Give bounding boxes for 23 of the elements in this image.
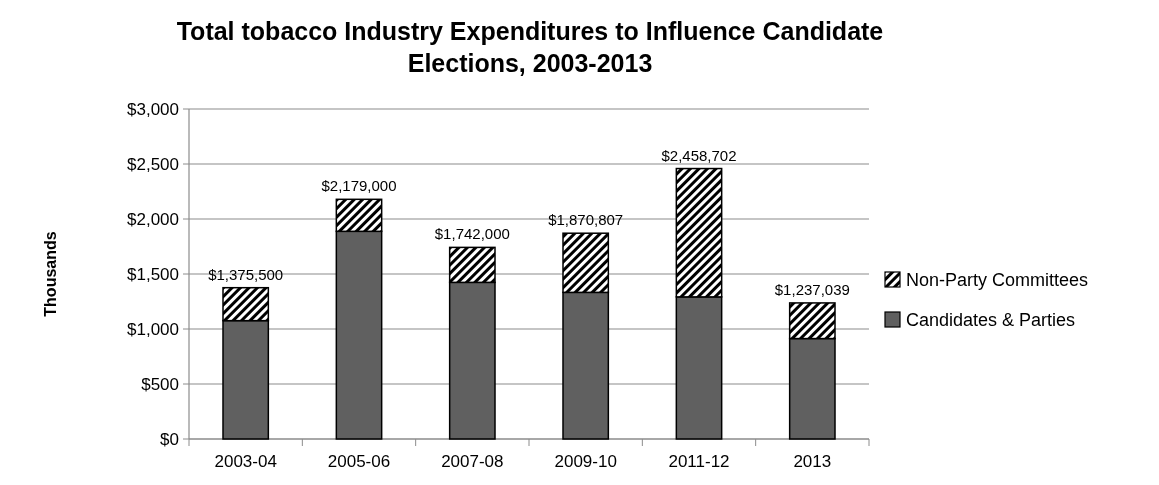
y-tick-label: $2,000 [127,209,179,229]
total-label: $1,375,500 [208,265,284,283]
legend-label: Non-Party Committees [906,270,1089,291]
x-tick-label: 2003-04 [214,452,277,471]
total-label: $1,237,039 [774,280,850,298]
y-tick-label: $3,000 [127,99,179,119]
y-axis-title: Thousands [42,231,59,317]
legend-label: Candidates & Parties [906,310,1076,331]
y-tick-label: $2,500 [127,154,179,174]
total-label: $2,179,000 [321,177,397,195]
total-label: $2,458,702 [661,146,737,164]
x-tick-label: 2005-06 [327,452,391,471]
total-label: $1,870,807 [548,211,624,229]
x-tick-label: 2011-12 [668,452,730,471]
total-label: $1,742,000 [434,225,510,243]
y-tick-label: $500 [141,374,179,394]
y-tick-label: $0 [160,429,179,449]
x-tick-label: 2013 [793,452,832,471]
chart-title: Total tobacco Industry Expenditures to Influence Candidate Elections, 2003-2013 [176,17,884,77]
y-tick-label: $1,500 [127,264,179,284]
x-tick-label: 2009-10 [554,452,617,471]
y-tick-label: $1,000 [127,319,179,339]
x-tick-label: 2007-08 [441,452,504,471]
